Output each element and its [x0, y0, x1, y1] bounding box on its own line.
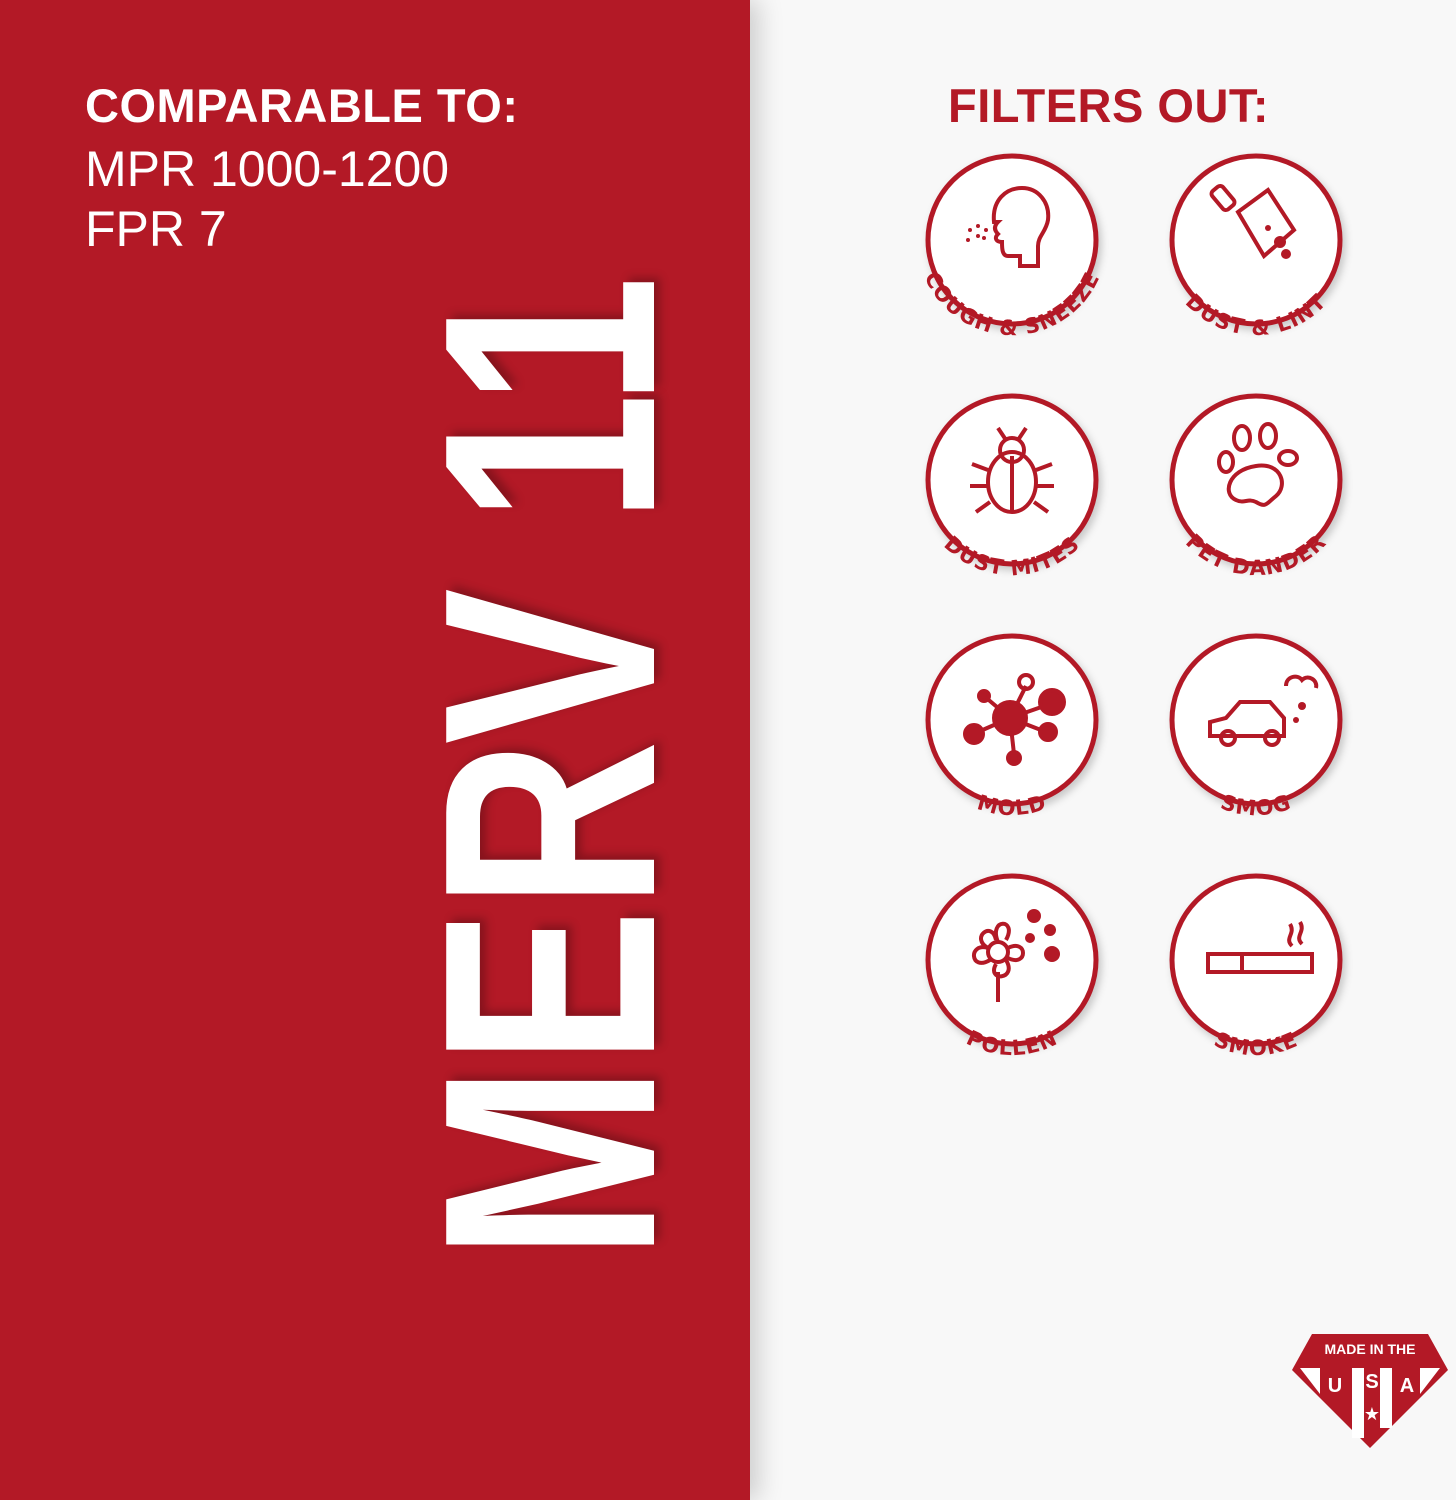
- merv-rating-text: MERV 11: [381, 275, 718, 1261]
- svg-text:MADE IN THE: MADE IN THE: [1325, 1341, 1416, 1357]
- mold-spore-icon: [963, 673, 1066, 766]
- made-in-usa-badge: MADE IN THE U S A ★: [1292, 1334, 1448, 1448]
- car-smog-icon: [1208, 674, 1319, 747]
- filter-circle: [1169, 633, 1343, 807]
- filter-item: DUST MITES: [902, 370, 1122, 590]
- filters-title: FILTERS OUT:: [948, 79, 1270, 132]
- flower-icon: [972, 909, 1060, 1002]
- comparable-fpr: FPR 7: [85, 201, 227, 257]
- bug-icon: [970, 426, 1054, 514]
- svg-text:★: ★: [1364, 1404, 1380, 1424]
- filter-item: MOLD: [902, 610, 1122, 830]
- filter-item: PET DANDER: [1146, 370, 1366, 590]
- comparable-mpr: MPR 1000-1200: [85, 141, 450, 197]
- svg-text:A: A: [1400, 1375, 1414, 1397]
- filter-circle: [925, 153, 1099, 327]
- filter-circle: [1169, 873, 1343, 1047]
- head-sneeze-icon: [966, 185, 1051, 268]
- paw-icon: [1217, 422, 1299, 507]
- svg-text:U: U: [1328, 1375, 1342, 1397]
- filter-item: POLLEN: [902, 850, 1122, 1070]
- filter-item: DUST & LINT: [1146, 130, 1366, 350]
- comparable-title: COMPARABLE TO:: [85, 79, 519, 132]
- filter-circle: [1169, 393, 1343, 567]
- filter-item: COUGH & SNEEZE: [902, 130, 1122, 350]
- filter-item: SMOKE: [1146, 850, 1366, 1070]
- filter-item: SMOG: [1146, 610, 1366, 830]
- cigarette-icon: [1206, 920, 1314, 974]
- dustpan-icon: [1209, 183, 1297, 260]
- svg-text:S: S: [1365, 1371, 1378, 1393]
- red-panel: COMPARABLE TO: MPR 1000-1200 FPR 7 MERV …: [0, 0, 750, 1500]
